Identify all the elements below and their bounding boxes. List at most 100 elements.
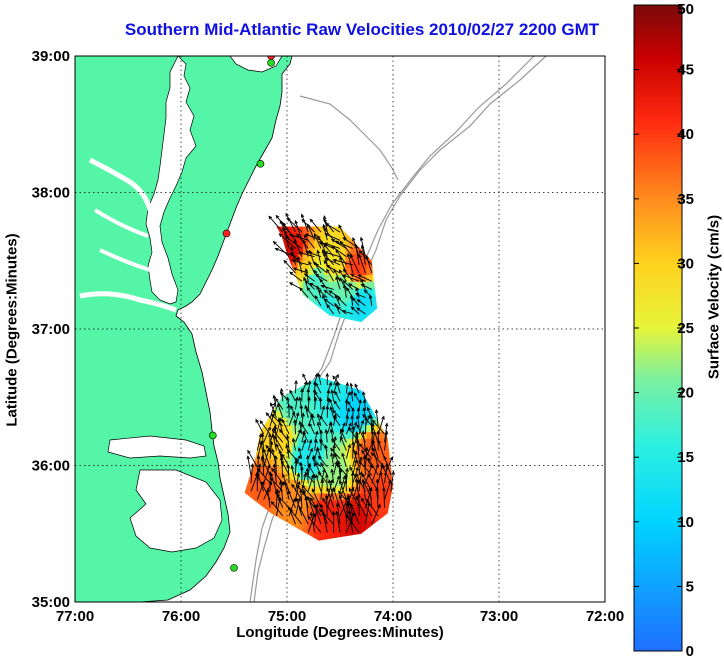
velocity-cell xyxy=(313,288,320,296)
velocity-cell xyxy=(361,417,368,426)
velocity-cell xyxy=(308,404,315,412)
velocity-arrowhead xyxy=(270,500,275,505)
velocity-arrowhead xyxy=(281,453,285,458)
velocity-cell xyxy=(292,267,299,275)
velocity-cell xyxy=(297,445,304,453)
velocity-arrowhead xyxy=(283,259,288,264)
velocity-arrowhead xyxy=(372,447,376,452)
velocity-arrow xyxy=(354,384,360,394)
velocity-arrow xyxy=(342,310,353,315)
velocity-arrow xyxy=(283,260,296,274)
velocity-arrowhead xyxy=(298,396,302,401)
velocity-arrow xyxy=(362,414,373,427)
velocity-cell xyxy=(292,226,299,228)
velocity-arrowhead xyxy=(297,480,301,486)
velocity-arrow xyxy=(345,382,348,394)
velocity-cell xyxy=(350,513,357,521)
velocity-cell xyxy=(318,526,325,535)
velocity-arrow xyxy=(336,503,341,525)
velocity-cell xyxy=(292,390,299,398)
velocity-arrowhead xyxy=(374,408,379,414)
velocity-arrowhead xyxy=(342,283,347,289)
velocity-cell xyxy=(340,226,346,235)
velocity-arrowhead xyxy=(274,435,278,440)
velocity-arrow xyxy=(266,412,277,427)
velocity-cell xyxy=(355,288,362,296)
velocity-arrowhead xyxy=(356,298,361,303)
velocity-cell xyxy=(329,294,336,303)
velocity-cell xyxy=(287,458,293,467)
velocity-arrowhead xyxy=(323,259,328,265)
velocity-arrow xyxy=(301,214,309,233)
velocity-arrowhead xyxy=(294,457,299,462)
velocity-arrow xyxy=(295,380,297,394)
velocity-arrow xyxy=(295,412,299,427)
velocity-arrow xyxy=(352,237,360,257)
velocity-arrow xyxy=(313,504,322,525)
velocity-arrowhead xyxy=(339,277,343,282)
velocity-arrow xyxy=(273,395,277,410)
velocity-arrowhead xyxy=(315,430,319,435)
velocity-arrow xyxy=(305,268,309,282)
velocity-arrowhead xyxy=(362,413,367,418)
velocity-arrowhead xyxy=(278,449,283,454)
velocity-arrow xyxy=(345,468,348,484)
velocity-arrowhead xyxy=(334,240,339,245)
velocity-arrowhead xyxy=(262,448,267,453)
velocity-arrow xyxy=(325,258,341,266)
velocity-cell xyxy=(313,247,320,255)
velocity-cell xyxy=(345,479,352,487)
james-river xyxy=(79,291,177,313)
velocity-arrow xyxy=(325,429,328,443)
velocity-cell xyxy=(297,513,304,521)
velocity-cell xyxy=(366,267,373,275)
velocity-arrow xyxy=(282,474,290,492)
velocity-arrowhead xyxy=(276,493,280,498)
velocity-cell xyxy=(377,465,383,473)
velocity-arrowhead xyxy=(257,463,262,468)
velocity-arrowhead xyxy=(314,390,318,396)
velocity-arrowhead xyxy=(323,226,327,231)
velocity-arrowhead xyxy=(285,443,289,449)
velocity-cell xyxy=(382,506,389,514)
velocity-cell xyxy=(265,417,272,426)
velocity-cell xyxy=(350,520,357,528)
velocity-cell xyxy=(302,479,309,487)
velocity-arrowhead xyxy=(300,423,305,428)
velocity-arrow xyxy=(287,449,296,459)
velocity-arrowhead xyxy=(339,256,343,261)
velocity-arrowhead xyxy=(320,284,325,289)
velocity-arrow xyxy=(355,473,366,492)
velocity-cell xyxy=(265,499,272,508)
velocity-arrowhead xyxy=(285,212,289,217)
velocity-cell xyxy=(302,253,309,262)
velocity-cell xyxy=(313,424,320,432)
velocity-cell xyxy=(313,253,320,262)
velocity-arrowhead xyxy=(289,389,293,394)
velocity-arrow xyxy=(328,290,341,298)
velocity-cell xyxy=(377,431,383,439)
velocity-arrow xyxy=(269,402,276,418)
velocity-cell xyxy=(297,226,304,228)
velocity-cell xyxy=(292,431,299,439)
velocity-cell xyxy=(345,383,352,392)
velocity-arrowhead xyxy=(293,238,298,244)
velocity-cell xyxy=(308,451,315,460)
velocity-cell xyxy=(281,485,288,494)
velocity-cell xyxy=(281,513,288,521)
velocity-arrow xyxy=(358,457,362,476)
velocity-arrowhead xyxy=(322,497,326,502)
velocity-cell xyxy=(371,499,378,508)
velocity-cell xyxy=(260,492,267,501)
velocity-arrowhead xyxy=(259,440,264,445)
velocity-cell xyxy=(366,520,373,528)
velocity-cell xyxy=(340,281,346,289)
velocity-cell xyxy=(345,485,352,494)
velocity-arrowhead xyxy=(270,413,275,418)
velocity-arrowhead xyxy=(348,426,352,431)
velocity-arrowhead xyxy=(326,487,330,492)
velocity-arrowhead xyxy=(310,497,314,502)
velocity-cell xyxy=(387,492,393,501)
velocity-cell xyxy=(329,526,336,535)
velocity-arrowhead xyxy=(355,430,359,436)
